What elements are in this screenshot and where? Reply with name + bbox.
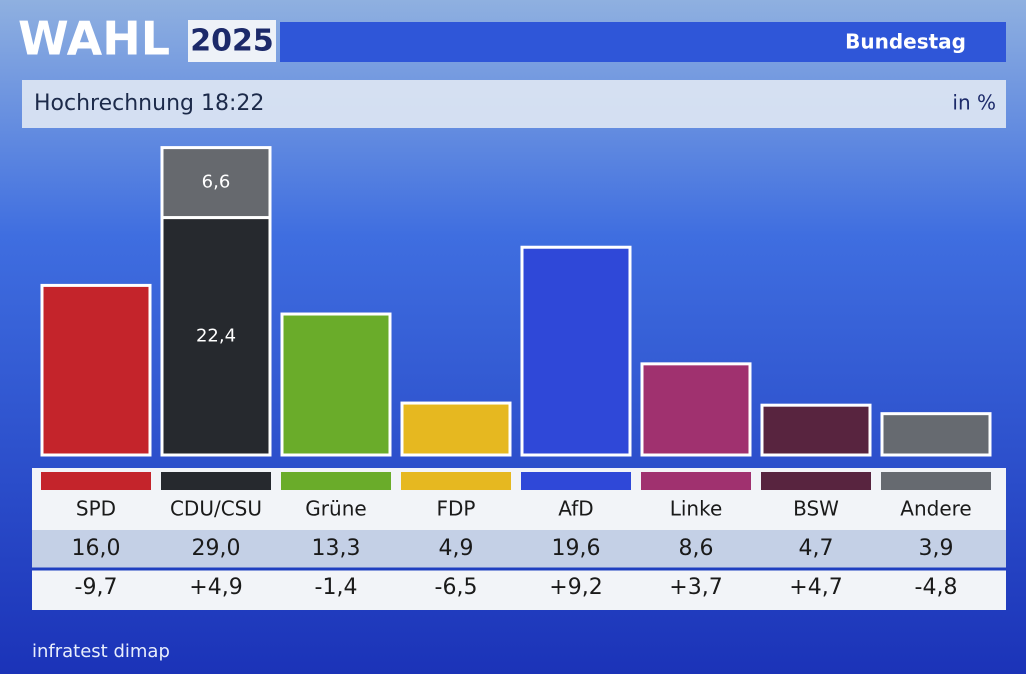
chart-title: Hochrechnung 18:22 [34, 91, 264, 116]
table-row-bg [32, 530, 1006, 568]
color-strip [761, 472, 871, 490]
color-strip [881, 472, 991, 490]
segment-label: 6,6 [202, 172, 231, 193]
change-label: +4,7 [789, 575, 842, 600]
bar [640, 362, 752, 457]
value-label: 19,6 [552, 536, 601, 561]
bar [880, 412, 992, 457]
party-name: Andere [900, 497, 971, 521]
party-name: Grüne [305, 497, 366, 521]
value-label: 16,0 [72, 536, 121, 561]
bar [760, 403, 872, 457]
value-label: 13,3 [312, 536, 361, 561]
color-strip [401, 472, 511, 490]
color-strip [521, 472, 631, 490]
party-name: SPD [76, 497, 116, 521]
chamber: Bundestag [845, 30, 966, 54]
value-label: 3,9 [919, 536, 954, 561]
change-label: -4,8 [915, 575, 958, 600]
color-strip [41, 472, 151, 490]
change-label: +9,2 [549, 575, 602, 600]
segment-label: 22,4 [196, 325, 236, 346]
value-label: 29,0 [192, 536, 241, 561]
value-label: 4,7 [799, 536, 834, 561]
bar [520, 245, 632, 457]
unit: in % [952, 91, 996, 115]
value-label: 8,6 [679, 536, 714, 561]
party-name: Linke [670, 497, 723, 521]
year-box [188, 20, 276, 62]
change-label: -6,5 [435, 575, 478, 600]
source: infratest dimap [32, 641, 170, 662]
title-band [22, 80, 1006, 128]
color-strip [281, 472, 391, 490]
change-label: -1,4 [315, 575, 358, 600]
party-name: AfD [558, 497, 593, 521]
bar [280, 312, 392, 457]
year: 2025 [190, 24, 274, 59]
color-strip [641, 472, 751, 490]
change-label: +3,7 [669, 575, 722, 600]
party-name: CDU/CSU [170, 497, 262, 521]
bar-segment [160, 146, 272, 220]
change-label: +4,9 [189, 575, 242, 600]
color-strip [161, 472, 271, 490]
brand: WAHL [18, 12, 170, 66]
party-name: BSW [793, 497, 839, 521]
change-label: -9,7 [75, 575, 118, 600]
party-name: FDP [437, 497, 476, 521]
bar [400, 401, 512, 457]
bar-segment [160, 216, 272, 457]
value-label: 4,9 [439, 536, 474, 561]
header-bar [280, 22, 1006, 62]
bar [40, 283, 152, 457]
